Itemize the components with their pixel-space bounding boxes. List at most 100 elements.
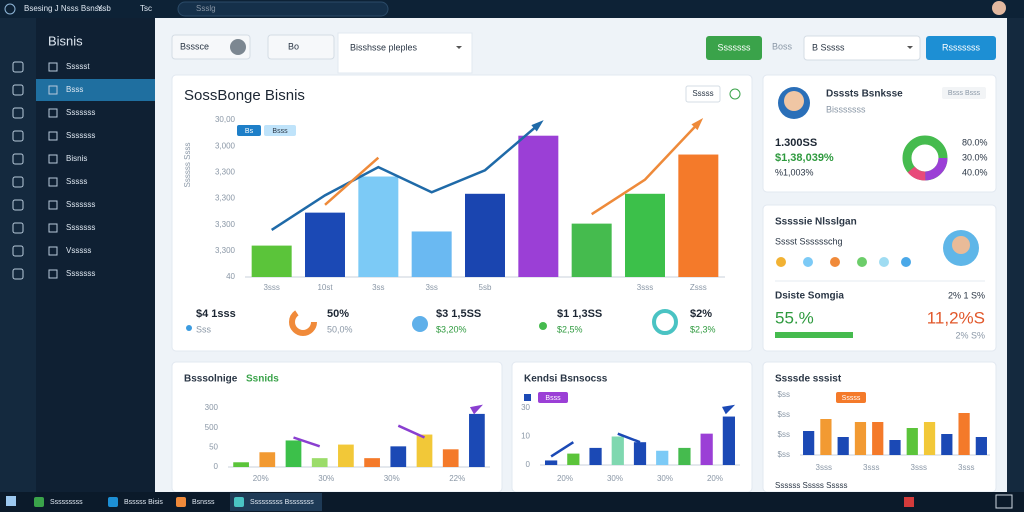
- sidebar-item[interactable]: Sssssss: [66, 108, 95, 117]
- item-icon: [48, 131, 58, 141]
- bar: [656, 450, 669, 465]
- ring: [652, 309, 678, 335]
- dot: [879, 257, 889, 267]
- sidebar-item[interactable]: Bsss: [66, 85, 83, 94]
- chevron: [907, 46, 913, 49]
- sidebar-item[interactable]: Sssssss: [66, 223, 95, 232]
- axis-label: Ssssss Ssss: [183, 143, 192, 188]
- task-icon: [108, 497, 118, 507]
- user-avatar[interactable]: [992, 1, 1006, 15]
- foot-text: 2% S%: [955, 330, 985, 340]
- x-tick-label: 30%: [384, 474, 400, 483]
- bar: [571, 223, 612, 277]
- start-button[interactable]: [6, 496, 16, 506]
- bar: [700, 433, 713, 465]
- chart-title: SossBonge Bisnis: [184, 87, 305, 104]
- control[interactable]: [685, 85, 721, 103]
- rail-icon: [12, 153, 24, 165]
- sidebar-item[interactable]: Vsssss: [66, 246, 91, 255]
- y-tick-label: 10: [521, 432, 530, 441]
- corner-text: 2% 1 S%: [948, 290, 985, 300]
- badge: [836, 392, 866, 403]
- bar: [722, 416, 735, 465]
- bar: [416, 434, 433, 467]
- bar: [625, 193, 665, 277]
- blue-button[interactable]: [926, 36, 996, 60]
- x-tick-label: 5sb: [479, 283, 492, 292]
- arrow-head: [691, 118, 704, 131]
- y-tick-label: 50: [209, 442, 218, 451]
- info-card: [762, 204, 997, 352]
- search-box[interactable]: [177, 1, 389, 17]
- bar: [633, 442, 647, 465]
- legend-text: Bsss: [272, 128, 288, 135]
- bar: [923, 422, 936, 455]
- bar: [854, 422, 867, 455]
- task-label[interactable]: Sssssssss Bsssssss: [250, 499, 314, 506]
- sidebar-item[interactable]: Ssssst: [66, 62, 90, 71]
- button[interactable]: [171, 34, 251, 60]
- trend-line: [324, 122, 700, 216]
- badge: [942, 87, 986, 99]
- dot: [186, 325, 192, 331]
- legend-square: [524, 394, 531, 401]
- item-icon: [48, 246, 58, 256]
- legend-badge: [237, 125, 261, 136]
- dot: [830, 257, 840, 267]
- y-tick-label: 500: [205, 423, 219, 432]
- badge-text: Sssss: [842, 395, 861, 402]
- sidebar-item[interactable]: Sssssss: [66, 131, 95, 140]
- x-tick-label: 3sss: [816, 463, 832, 472]
- y-tick-label: 40: [226, 272, 235, 281]
- rail-icon: [12, 268, 24, 280]
- task-label[interactable]: Bsssss Bisis: [124, 499, 163, 506]
- y-tick-label: 30,00: [215, 115, 236, 124]
- arrow-head: [469, 404, 483, 415]
- x-tick-label: 3sss: [863, 463, 879, 472]
- rail-icon: [12, 222, 24, 234]
- button[interactable]: [267, 34, 335, 60]
- notification-icon[interactable]: [995, 494, 1013, 509]
- right-rail: [1007, 18, 1024, 492]
- profile-role: Bisssssss: [826, 104, 866, 114]
- bar: [411, 231, 452, 277]
- sidebar-item[interactable]: Sssssss: [66, 200, 95, 209]
- bar: [338, 444, 354, 467]
- rail-icon: [12, 199, 24, 211]
- pin-icon: [729, 88, 741, 100]
- rail-icon: [12, 61, 24, 73]
- card-title-accent: Ssnids: [246, 374, 279, 385]
- task-label[interactable]: Sssssssss: [50, 499, 83, 506]
- green-button[interactable]: [706, 36, 762, 60]
- task-label[interactable]: Bsnsss: [192, 499, 215, 506]
- profile-name: Dsssts Bsnksse: [826, 89, 903, 100]
- task-icon: [34, 497, 44, 507]
- bar: [820, 419, 832, 455]
- x-tick-label: 10st: [317, 283, 333, 292]
- dot: [776, 257, 786, 267]
- bar: [611, 436, 624, 465]
- top-bar: [0, 0, 1024, 18]
- x-tick-label: Zsss: [690, 283, 707, 292]
- select[interactable]: [803, 35, 921, 61]
- stat-value: $3 1,5SS: [436, 308, 481, 320]
- y-tick-label: 3,300: [215, 194, 236, 203]
- donut-part: [902, 135, 948, 181]
- tab[interactable]: Ysb: [97, 4, 111, 13]
- search-placeholder: Ssslg: [196, 4, 216, 13]
- sidebar-item[interactable]: Sssss: [66, 177, 87, 186]
- avatar-face: [784, 91, 804, 111]
- x-tick-label: 3ss: [425, 283, 437, 292]
- x-tick-label: 3ss: [372, 283, 384, 292]
- dropdown[interactable]: [337, 32, 473, 74]
- y-tick-label: $ss: [778, 450, 790, 459]
- sidebar-item[interactable]: Bisnis: [66, 154, 87, 163]
- task-icon: [234, 497, 244, 507]
- card-title: Bsssolnige: [184, 374, 238, 385]
- sidebar-item[interactable]: Sssssss: [66, 269, 95, 278]
- stat-sub: Sss: [196, 324, 212, 334]
- stat-icon: [412, 316, 428, 332]
- tab[interactable]: Tsc: [140, 4, 152, 13]
- y-tick-label: $ss: [778, 410, 790, 419]
- bar: [518, 135, 559, 277]
